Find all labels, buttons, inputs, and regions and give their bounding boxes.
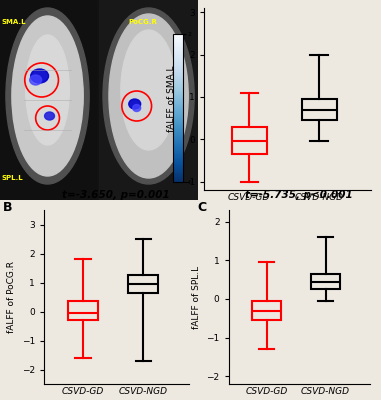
Y-axis label: fALFF of PoCG.R: fALFF of PoCG.R	[7, 261, 16, 333]
Ellipse shape	[30, 75, 42, 85]
Ellipse shape	[6, 8, 89, 184]
Text: SMA.L: SMA.L	[2, 19, 27, 25]
Ellipse shape	[129, 99, 141, 109]
Ellipse shape	[121, 30, 176, 150]
Bar	[99, 0, 198, 200]
Text: C: C	[198, 201, 207, 214]
Ellipse shape	[103, 8, 194, 184]
Ellipse shape	[45, 112, 54, 120]
Text: t=-5.735, p<0.001: t=-5.735, p<0.001	[245, 190, 353, 200]
Ellipse shape	[26, 35, 69, 145]
Text: PoCG.R: PoCG.R	[129, 19, 158, 25]
Ellipse shape	[12, 16, 83, 176]
Text: t=-3.650, p=0.001: t=-3.650, p=0.001	[62, 190, 170, 200]
Bar	[0, 0, 95, 200]
Y-axis label: fALFF of SMA.L: fALFF of SMA.L	[167, 66, 176, 132]
Ellipse shape	[31, 69, 48, 83]
Text: SPL.L: SPL.L	[2, 175, 24, 181]
Text: B: B	[3, 201, 13, 214]
Ellipse shape	[133, 104, 141, 112]
Y-axis label: fALFF of SPL.L: fALFF of SPL.L	[192, 266, 201, 328]
Ellipse shape	[109, 14, 188, 178]
